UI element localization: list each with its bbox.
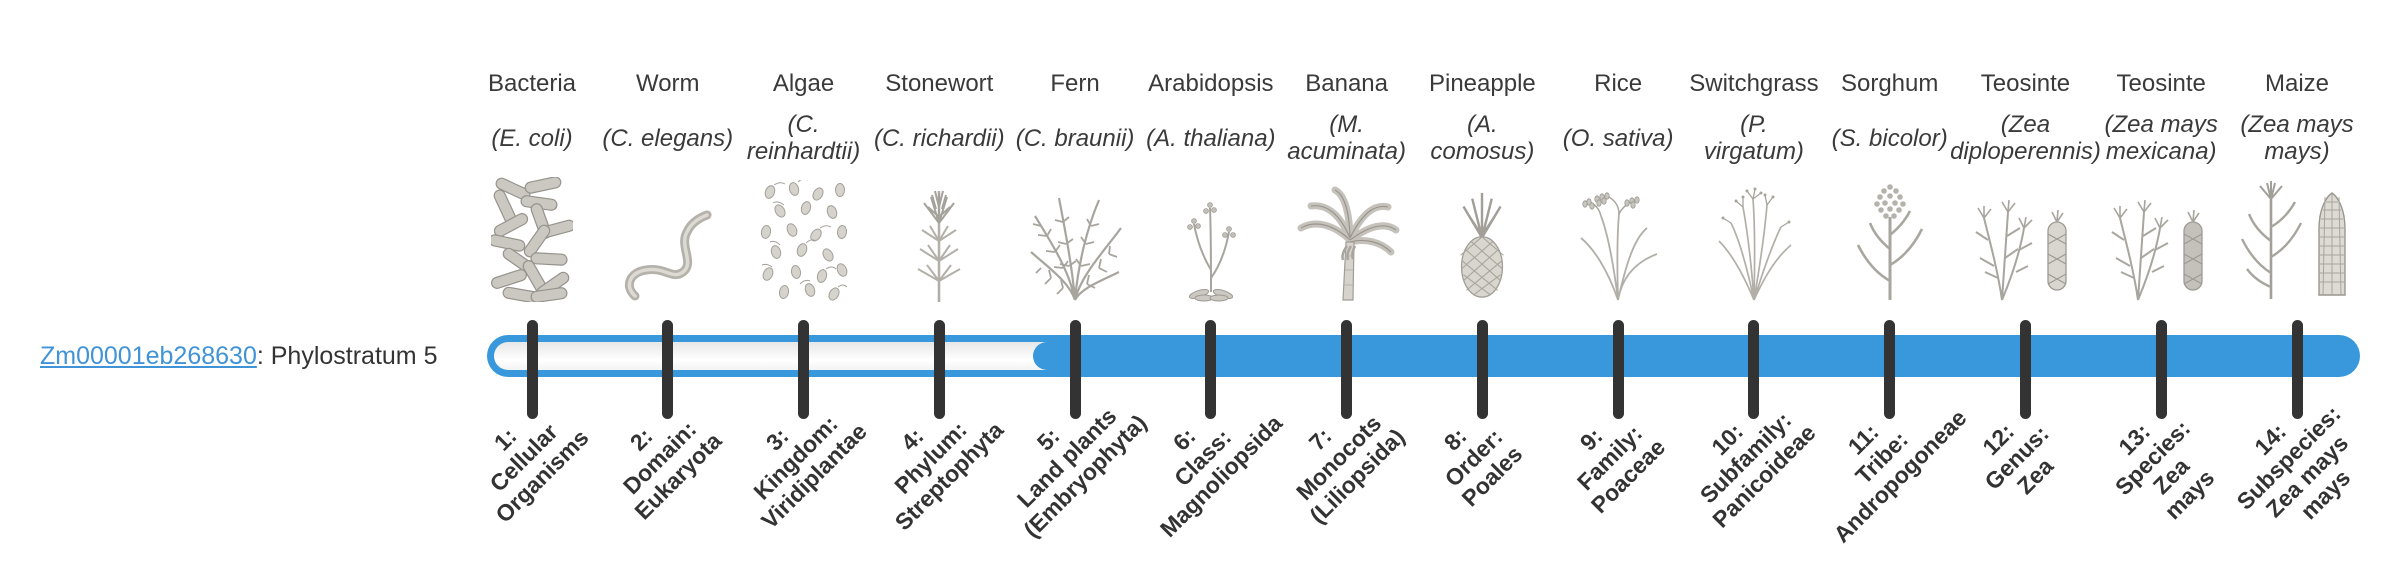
organism-common-name: Pineapple (1428, 70, 1536, 97)
stratum-label: 6: Class: Magnoliopsida (1154, 409, 1287, 543)
organism-column: Arabidopsis (A. thaliana) (1116, 70, 1306, 302)
organism-column: Maize (Zea mays mays) (2202, 70, 2392, 302)
phylostratum-tick (933, 320, 945, 419)
phylostratum-tick (1884, 320, 1896, 419)
organism-common-name: Sorghum (1840, 70, 1939, 97)
gene-label: Zm00001eb268630: Phylostratum 5 (40, 342, 438, 371)
organism-scientific-name: (Zea diploperennis) (1950, 111, 2101, 165)
organism-column: Sorghum (S. bicolor) (1795, 70, 1985, 302)
phylostratum-tick (1205, 320, 1217, 419)
organism-common-name: Teosinte (2116, 70, 2206, 97)
stratum-label: 2: Domain: Eukaryota (617, 415, 727, 525)
stratum-label: 10: Subfamily: Panicoideae (1694, 406, 1821, 533)
organism-common-name: Fern (1050, 70, 1100, 97)
stratum-label: 8: Order: Poales (1439, 422, 1528, 512)
maize-illustration-icon (2202, 170, 2392, 302)
organism-column: Fern (C. braunii) (980, 70, 1170, 302)
organism-common-name: Stonewort (885, 70, 994, 97)
algae-illustration-icon (709, 170, 899, 302)
organism-column: Rice (O. sativa) (1523, 70, 1713, 302)
organism-common-name: Teosinte (1980, 70, 2071, 97)
phylostratum-bar (487, 335, 2360, 377)
organism-common-name: Rice (1594, 70, 1643, 97)
fern-illustration-icon (980, 170, 1170, 302)
organism-column: Teosinte (Zea mays mexicana) (2066, 70, 2256, 302)
phylostratum-tick (2291, 320, 2303, 419)
teosinte-mexicana-illustration-icon (2066, 170, 2256, 302)
organism-scientific-name: (E. coli) (491, 124, 573, 152)
arabidopsis-illustration-icon (1116, 170, 1306, 302)
bar-unfilled-track (494, 342, 1060, 370)
organism-scientific-name: (A. comosus) (1430, 111, 1535, 165)
organism-column: Teosinte (Zea diploperennis) (1930, 70, 2120, 302)
organism-scientific-name: (M. acuminata) (1287, 111, 1406, 165)
organism-scientific-name: (Zea mays mexicana) (2104, 111, 2218, 165)
switchgrass-illustration-icon (1659, 170, 1849, 302)
organism-column: Banana (M. acuminata) (1252, 70, 1442, 302)
teosinte-diploperennis-illustration-icon (1930, 170, 2120, 302)
bar-filled-segment (1033, 342, 2353, 370)
organism-common-name: Switchgrass (1689, 70, 1819, 97)
stratum-label: 7: Monocots (Liliopsida) (1290, 409, 1410, 529)
phylostratum-tick (2155, 320, 2167, 419)
organism-common-name: Arabidopsis (1148, 70, 1274, 97)
organism-column: Stonewort (C. richardii) (844, 70, 1034, 302)
phylostratum-tick (1476, 320, 1488, 419)
organism-column: Bacteria (E. coli) (437, 70, 627, 302)
organism-common-name: Banana (1305, 70, 1388, 97)
stratum-label: 1: Cellular Organisms (484, 418, 594, 528)
stratum-label: 9: Family: Poaceae (1572, 419, 1671, 519)
organism-scientific-name: (C. reinhardtii) (746, 111, 861, 165)
organism-common-name: Bacteria (487, 70, 577, 97)
organism-scientific-name: (C. elegans) (602, 124, 734, 152)
organism-scientific-name: (C. braunii) (1015, 124, 1135, 152)
worm-illustration-icon (573, 170, 763, 302)
phylostratum-tick (2019, 320, 2031, 419)
organism-scientific-name: (O. sativa) (1562, 124, 1674, 152)
phylostratum-tick (1341, 320, 1353, 419)
organism-scientific-name: (P. virgatum) (1703, 111, 1804, 165)
stratum-label: 4: Phylum: Streptophyta (889, 416, 1009, 536)
organism-column: Pineapple (A. comosus) (1387, 70, 1577, 302)
organism-common-name: Maize (2264, 70, 2330, 97)
stratum-label: 3: Kingdom: Viridiplantae (747, 410, 872, 534)
organism-column: Switchgrass (P. virgatum) (1659, 70, 1849, 302)
sorghum-illustration-icon (1795, 170, 1985, 302)
stonewort-illustration-icon (844, 170, 1034, 302)
gene-phylostratum-text: : Phylostratum 5 (256, 342, 438, 370)
rice-illustration-icon (1523, 170, 1713, 302)
stratum-label: 11: Tribe: Andropogoneae (1828, 404, 1972, 548)
phylostratum-tick (662, 320, 674, 419)
phylostratum-tick (1612, 320, 1624, 419)
organism-column: Worm (C. elegans) (573, 70, 763, 302)
organism-scientific-name: (Zea mays mays) (2240, 111, 2354, 165)
phylostratum-tick (1069, 320, 1081, 419)
gene-id-link[interactable]: Zm00001eb268630 (40, 342, 257, 370)
pineapple-illustration-icon (1387, 170, 1577, 302)
organism-scientific-name: (C. richardii) (873, 124, 1005, 152)
stratum-label: 5: Land plants (Embryophyta) (1011, 402, 1152, 543)
stratum-label: 12: Genus: Zea (1977, 418, 2059, 500)
organism-common-name: Algae (772, 70, 835, 97)
organism-scientific-name: (A. thaliana) (1146, 124, 1276, 152)
bacteria-illustration-icon (437, 170, 627, 302)
organism-column: Algae (C. reinhardtii) (709, 70, 899, 302)
organism-common-name: Worm (635, 70, 700, 97)
phylostratum-tick (1748, 320, 1760, 419)
organism-scientific-name: (S. bicolor) (1831, 124, 1948, 152)
phylostratum-tick (798, 320, 810, 419)
banana-illustration-icon (1252, 170, 1442, 302)
phylostratum-tick (526, 320, 538, 419)
